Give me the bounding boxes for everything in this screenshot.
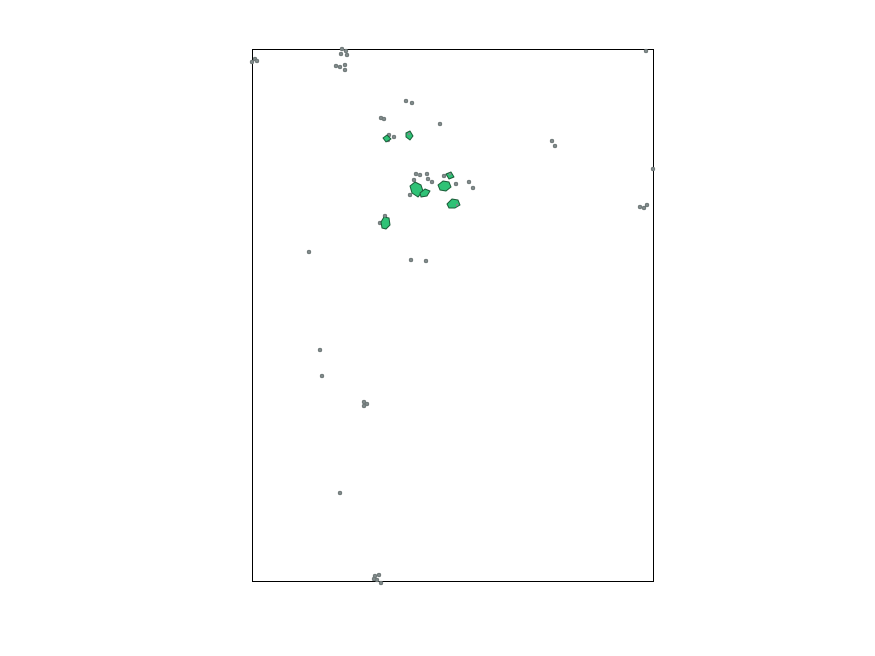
map-feature-gray — [391, 134, 397, 140]
map-feature-gray — [337, 490, 343, 496]
map-feature-gray — [403, 98, 409, 104]
map-feature-gray — [409, 100, 415, 106]
map-feature-gray — [429, 179, 435, 185]
map-feature-gray — [338, 51, 344, 57]
map-feature-gray — [417, 173, 421, 177]
map-feature-gray — [317, 347, 323, 353]
map-feature-gray — [423, 258, 429, 264]
map-feature-gray — [339, 46, 345, 52]
map-feature-gray — [425, 176, 431, 182]
map-feature-green — [405, 130, 414, 141]
map-feature-gray — [342, 62, 348, 68]
map-feature-gray — [455, 203, 459, 207]
map-feature-gray — [643, 48, 649, 54]
map-feature-gray — [381, 116, 387, 122]
map-feature-gray — [453, 181, 459, 187]
map-feature-gray — [407, 132, 411, 136]
map-feature-green — [437, 180, 452, 192]
map-feature-gray — [344, 52, 350, 58]
map-feature-gray — [383, 214, 387, 218]
map-feature-green — [382, 134, 392, 143]
map-feature-gray — [413, 171, 419, 177]
map-feature-gray — [333, 63, 339, 69]
map-feature-gray — [448, 172, 452, 176]
map-feature-gray — [337, 64, 343, 70]
map-feature-gray — [470, 185, 476, 191]
map-feature-gray — [637, 204, 643, 210]
map-feature-gray — [641, 205, 647, 211]
map-feature-green — [446, 198, 461, 209]
map-feature-gray — [437, 121, 443, 127]
map-feature-gray — [552, 143, 558, 149]
map-feature-gray — [424, 171, 430, 177]
map-feature-gray — [376, 572, 382, 578]
map-feature-green — [380, 216, 391, 230]
map-feature-gray — [254, 58, 260, 64]
map-feature-gray — [306, 249, 312, 255]
map-feature-gray — [466, 179, 472, 185]
map-feature-gray — [378, 580, 384, 586]
map-feature-gray — [361, 403, 367, 409]
map-frame — [252, 49, 654, 582]
map-feature-gray — [408, 257, 414, 263]
map-feature-gray — [407, 192, 413, 198]
map-feature-gray — [549, 138, 555, 144]
map-feature-green — [445, 171, 455, 180]
map-feature-gray — [644, 202, 650, 208]
map-feature-gray — [441, 173, 447, 179]
map-feature-gray — [650, 166, 656, 172]
map-feature-gray — [371, 576, 377, 582]
map-feature-gray — [342, 67, 348, 73]
map-feature-gray — [319, 373, 325, 379]
map-feature-gray — [249, 59, 255, 65]
map-feature-gray — [411, 177, 417, 183]
map-feature-gray — [343, 48, 349, 54]
map-feature-green — [419, 188, 431, 198]
